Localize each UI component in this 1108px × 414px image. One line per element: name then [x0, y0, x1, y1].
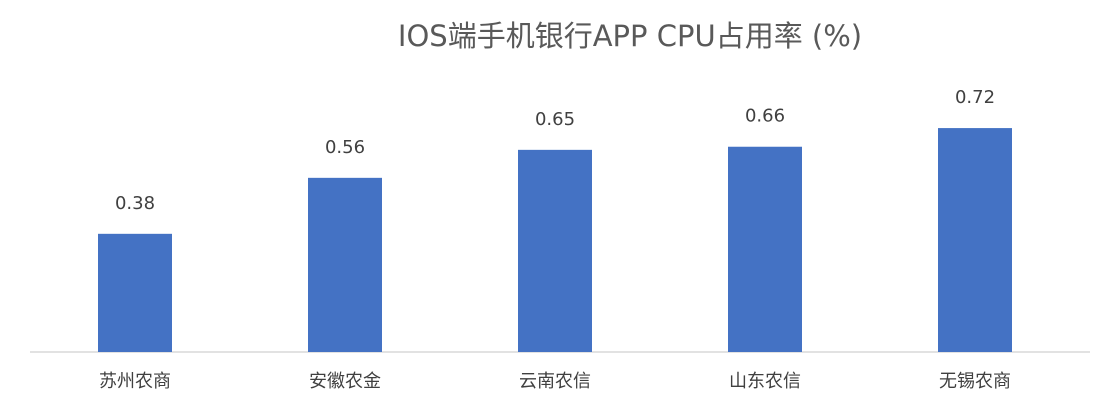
x-tick-label: 苏州农商 — [99, 371, 171, 392]
x-tick-label: 无锡农商 — [939, 371, 1011, 392]
x-tick-label: 山东农信 — [729, 371, 801, 392]
bar — [938, 128, 1012, 352]
x-tick-label: 云南农信 — [519, 371, 591, 392]
bar — [98, 233, 172, 352]
x-tick-label: 安徽农金 — [309, 371, 381, 392]
bar — [308, 177, 382, 352]
chart-title: IOS端手机银行APP CPU占用率 (%) — [398, 19, 862, 53]
data-label: 0.38 — [115, 193, 155, 214]
data-label: 0.66 — [745, 106, 785, 127]
bar — [728, 146, 802, 352]
data-label: 0.56 — [325, 137, 365, 158]
data-label: 0.72 — [955, 87, 995, 108]
bar — [518, 149, 592, 352]
data-label: 0.65 — [535, 109, 575, 130]
